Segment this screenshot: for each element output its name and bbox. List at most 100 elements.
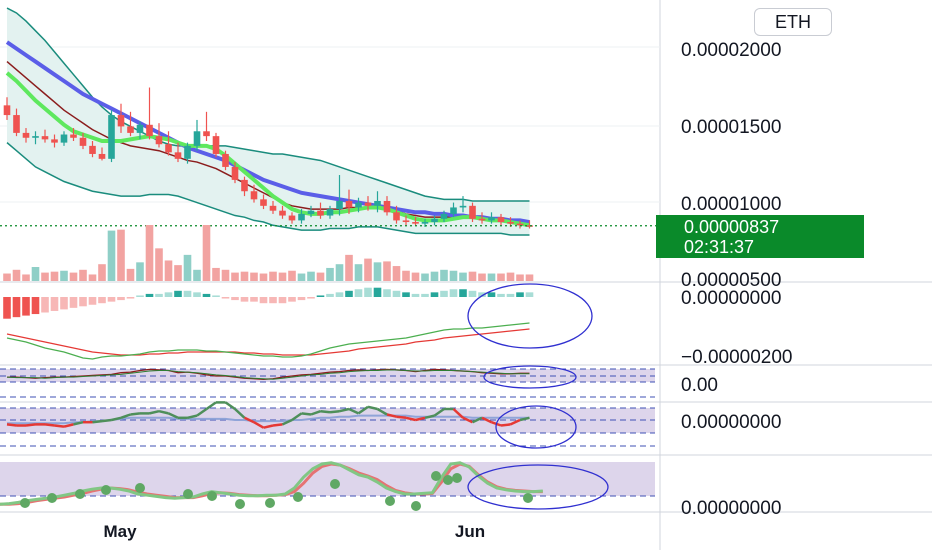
candle-body [488, 217, 495, 221]
candle-body [497, 217, 505, 223]
volume-bar [335, 264, 344, 281]
volume-bar [269, 271, 277, 281]
volume-bar [297, 273, 306, 281]
candle [345, 189, 353, 214]
annotation-ellipse [467, 464, 609, 510]
candle [355, 197, 362, 213]
oscillator-segment [281, 418, 293, 426]
candle [497, 213, 505, 226]
volume-bar [516, 274, 524, 281]
oscillator-segment [92, 419, 103, 424]
candle-body [393, 212, 400, 221]
candle-body [364, 202, 372, 206]
candle-body [260, 199, 267, 206]
oscillator-segment [424, 414, 435, 420]
volume-bar [440, 269, 448, 281]
oscillator-segment [452, 408, 464, 419]
candle-body [174, 152, 182, 159]
candle-body [146, 124, 153, 137]
candle [22, 128, 30, 143]
candle-body [402, 220, 410, 223]
candle-body [32, 136, 39, 138]
moving-average-fast [5, 71, 530, 228]
candle-body [469, 205, 476, 219]
candle [3, 97, 11, 120]
volume-bar [98, 264, 106, 281]
candle [459, 196, 467, 213]
oscillator-segment [263, 424, 274, 429]
candle-body [345, 200, 353, 208]
cross-marker [101, 485, 111, 495]
macd-histogram-bar [145, 293, 154, 297]
symbol-badge[interactable]: ETH [754, 8, 832, 36]
candle-body [412, 222, 419, 224]
oscillator-segment [149, 409, 160, 415]
price-tick-label: 0.00001500 [681, 117, 781, 138]
volume-bar [231, 272, 239, 281]
volume-bar [421, 273, 429, 281]
volume-bar [136, 262, 144, 281]
macd-histogram-bar [136, 295, 144, 297]
candle [250, 184, 258, 203]
candle-body [22, 132, 30, 138]
time-label-jun: Jun [455, 522, 485, 541]
last-price-value: 0.00000837 [684, 217, 780, 237]
candle [336, 175, 343, 216]
volume-bar [164, 260, 173, 281]
cross-marker [135, 483, 145, 493]
candle [89, 141, 96, 158]
macd-histogram-bar [468, 290, 477, 297]
oscillator-segment [25, 423, 36, 427]
candle-body [279, 210, 286, 216]
candle-body [526, 225, 533, 227]
candle-body [127, 126, 134, 133]
macd-histogram-bar [22, 297, 30, 316]
candle [13, 108, 20, 137]
macd-histogram-bar [269, 297, 277, 304]
volume-bar [383, 261, 391, 281]
macd-tick-label: −0.00000200 [681, 347, 792, 368]
oscillator-segment [291, 412, 303, 422]
volume-bar [288, 270, 296, 281]
oscillator-segment [320, 409, 331, 414]
cross-marker [47, 493, 57, 503]
volume-bar [449, 270, 458, 281]
cross-marker [207, 491, 217, 501]
oscillator-segment [500, 423, 511, 427]
stoch-fast [0, 461, 543, 506]
volume-bar [364, 258, 372, 281]
volume-bar [307, 271, 315, 281]
candle [98, 147, 106, 161]
annotation-ellipse [467, 283, 593, 349]
candle [307, 205, 315, 218]
candle [383, 196, 391, 216]
candle [241, 176, 248, 197]
candle [212, 132, 220, 158]
last-price-tag: 0.00000837 02:31:37 [656, 215, 864, 258]
macd-histogram-bar [259, 297, 268, 304]
cross-marker [330, 479, 340, 489]
candle-body [459, 205, 467, 208]
candle [516, 220, 524, 229]
candle [393, 205, 400, 224]
candle-body [203, 131, 210, 137]
macd-histogram-bar [278, 297, 287, 304]
cross-marker [20, 498, 30, 508]
macd-histogram-bar [411, 293, 420, 297]
candle [317, 202, 324, 219]
candle [231, 162, 239, 184]
candle [193, 119, 201, 151]
macd-pane [3, 287, 534, 360]
volume-bar [497, 273, 505, 281]
candle [174, 142, 182, 163]
cross-marker [443, 475, 453, 485]
volume-bar [478, 273, 486, 281]
price-tick-label: 0.00001000 [681, 194, 781, 215]
osc3-tick-label: 0.00000000 [681, 498, 781, 519]
candle-body [269, 205, 277, 211]
rsi-pane [0, 368, 655, 383]
cross-marker [431, 471, 441, 481]
candle-body [41, 136, 49, 140]
oscillator-segment [348, 407, 360, 415]
